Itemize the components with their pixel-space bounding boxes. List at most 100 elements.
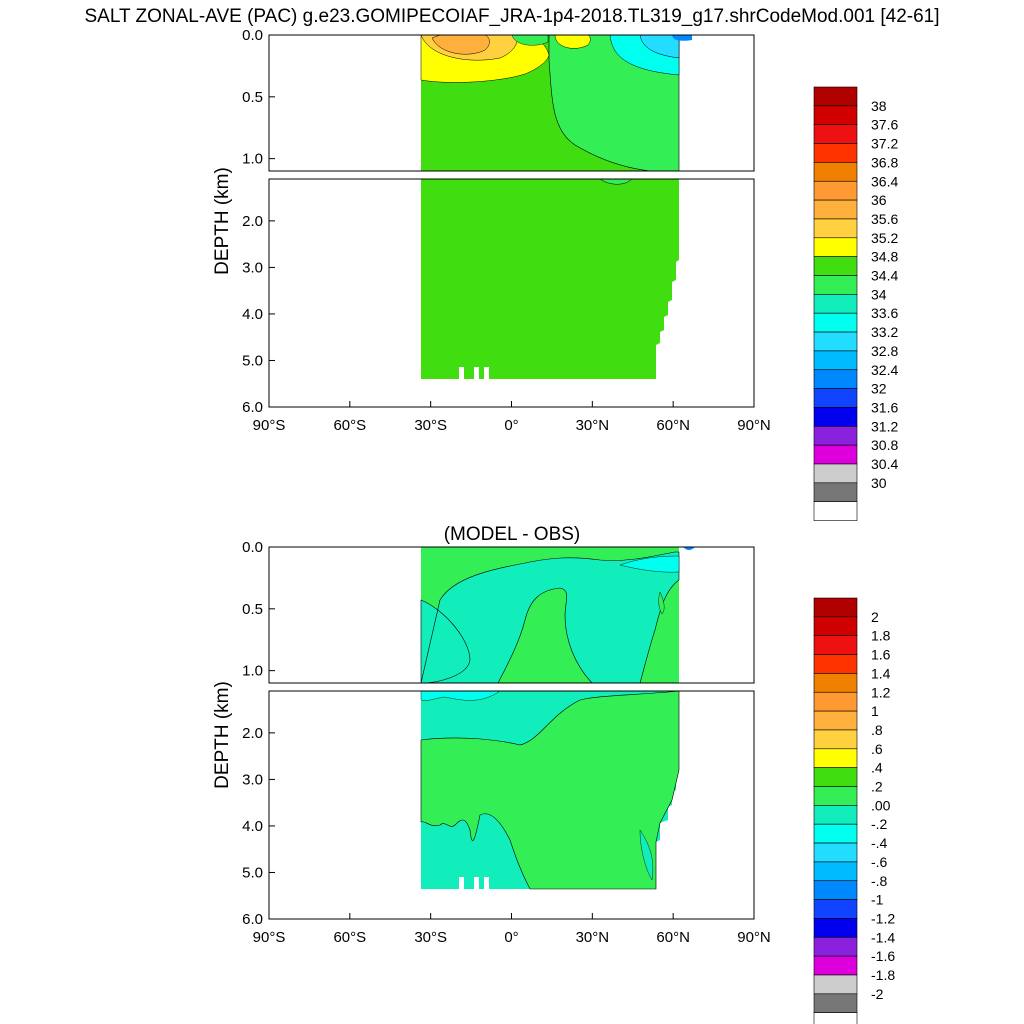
colorbar-label: 35.2 bbox=[871, 230, 898, 246]
difference-field-upper bbox=[420, 547, 695, 684]
colorbar-label: 31.2 bbox=[871, 418, 898, 434]
difference-colorbar: 21.81.61.41.21.8.6.4.2.00-.2-.4-.6-.8-1-… bbox=[813, 597, 895, 1024]
colorbar-swatch bbox=[813, 180, 858, 201]
x-tick-label: 60°N bbox=[656, 417, 690, 434]
colorbar-label: -1.8 bbox=[871, 967, 895, 983]
colorbar-label: .6 bbox=[871, 741, 883, 757]
colorbar-swatch bbox=[813, 767, 858, 787]
colorbar-label: -1 bbox=[871, 892, 884, 908]
salinity-field-lower bbox=[421, 178, 679, 379]
colorbar-swatch bbox=[813, 936, 858, 957]
y-tick-label: 2.0 bbox=[242, 213, 263, 230]
colorbar-label: -.6 bbox=[871, 854, 888, 870]
y-tick-label: 5.0 bbox=[242, 864, 263, 881]
y-tick-label: 3.0 bbox=[242, 259, 263, 276]
colorbar-label: 1.4 bbox=[871, 665, 891, 681]
colorbar-swatch bbox=[813, 918, 858, 938]
x-tick-label: 60°S bbox=[333, 929, 366, 946]
x-tick-label: 30°N bbox=[576, 929, 610, 946]
colorbar-swatch bbox=[813, 331, 858, 352]
colorbar-label: 30 bbox=[871, 475, 887, 491]
colorbar-swatch bbox=[813, 899, 858, 919]
colorbar-label: 1.6 bbox=[871, 647, 891, 663]
x-tick-label: 90°S bbox=[253, 929, 286, 946]
colorbar-swatch bbox=[813, 616, 858, 636]
colorbar-label: -.2 bbox=[871, 816, 888, 832]
y-tick-label: 4.0 bbox=[242, 306, 263, 323]
colorbar-swatch bbox=[813, 294, 858, 314]
colorbar-swatch bbox=[813, 955, 858, 976]
colorbar-swatch bbox=[813, 143, 858, 163]
colorbar-label: 37.2 bbox=[871, 136, 898, 152]
colorbar-swatch bbox=[813, 805, 858, 825]
figure-title: SALT ZONAL-AVE (PAC) g.e23.GOMIPECOIAF_J… bbox=[84, 6, 940, 27]
difference-field-lower bbox=[420, 690, 680, 890]
colorbar-swatch bbox=[813, 993, 858, 1013]
colorbar-label: -.8 bbox=[871, 873, 888, 889]
colorbar-label: 1.2 bbox=[871, 684, 891, 700]
y-tick-label: 1.0 bbox=[242, 663, 263, 680]
colorbar-swatch bbox=[813, 710, 858, 731]
colorbar-swatch bbox=[813, 105, 858, 125]
colorbar-label: 36 bbox=[871, 192, 887, 208]
colorbar-swatch bbox=[813, 218, 858, 239]
y-tick-label: 0.0 bbox=[242, 27, 263, 44]
colorbar-label: .4 bbox=[871, 760, 883, 776]
colorbar-label: 34 bbox=[871, 286, 887, 302]
colorbar-swatch bbox=[813, 974, 858, 995]
colorbar-label: 32.4 bbox=[871, 362, 898, 378]
colorbar-label: .8 bbox=[871, 722, 883, 738]
colorbar-swatch bbox=[813, 350, 858, 371]
y-tick-label: 5.0 bbox=[242, 352, 263, 369]
colorbar-label: 33.2 bbox=[871, 324, 898, 340]
y-tick-label: 4.0 bbox=[242, 818, 263, 835]
salinity-field-upper bbox=[420, 34, 692, 172]
y-tick-label: 0.0 bbox=[242, 539, 263, 556]
colorbar-label: 1 bbox=[871, 703, 879, 719]
colorbar-label: 37.6 bbox=[871, 117, 898, 133]
x-tick-label: 60°N bbox=[656, 929, 690, 946]
y-tick-label: 2.0 bbox=[242, 725, 263, 742]
y-tick-label: 0.5 bbox=[242, 89, 263, 106]
x-tick-label: 60°S bbox=[333, 417, 366, 434]
salinity-upper-frame bbox=[268, 34, 755, 172]
colorbar-swatch bbox=[813, 199, 858, 220]
colorbar-swatch bbox=[813, 256, 858, 276]
y-axis-label: DEPTH (km) bbox=[212, 681, 233, 789]
colorbar-label: 30.4 bbox=[871, 456, 898, 472]
colorbar-label: 32.8 bbox=[871, 343, 898, 359]
colorbar-label: .00 bbox=[871, 797, 891, 813]
colorbar-label: 32 bbox=[871, 381, 887, 397]
colorbar-label: 1.8 bbox=[871, 628, 891, 644]
colorbar-swatch bbox=[813, 501, 858, 521]
colorbar-swatch bbox=[813, 425, 858, 446]
colorbar-swatch bbox=[813, 880, 858, 900]
y-tick-label: 6.0 bbox=[242, 399, 263, 416]
colorbar-swatch bbox=[813, 748, 858, 768]
colorbar-swatch bbox=[813, 407, 858, 427]
x-tick-label: 30°S bbox=[414, 929, 447, 946]
colorbar-swatch bbox=[813, 369, 858, 389]
y-tick-label: 3.0 bbox=[242, 771, 263, 788]
colorbar-label: -.4 bbox=[871, 835, 888, 851]
panel-title: (MODEL - OBS) bbox=[444, 524, 581, 545]
y-tick-label: 0.5 bbox=[242, 601, 263, 618]
salinity-panel: 90°S 60°S 30°S 0° 30°N 60°N 90°N 0.0 0.5 1.0 2.0 3.… bbox=[212, 27, 898, 521]
colorbar-label: 2 bbox=[871, 609, 879, 625]
colorbar-swatch bbox=[813, 823, 858, 844]
y-axis-label: DEPTH (km) bbox=[212, 167, 233, 275]
colorbar-swatch bbox=[813, 388, 858, 408]
colorbar-swatch bbox=[813, 654, 858, 674]
colorbar-label: -2 bbox=[871, 986, 884, 1002]
colorbar-swatch bbox=[813, 237, 858, 257]
colorbar-swatch bbox=[813, 786, 858, 806]
colorbar-swatch bbox=[813, 729, 858, 750]
y-tick-label: 6.0 bbox=[242, 911, 263, 928]
colorbar-label: -1.2 bbox=[871, 910, 895, 926]
colorbar-label: 36.4 bbox=[871, 173, 898, 189]
colorbar-label: 34.4 bbox=[871, 268, 898, 284]
colorbar-label: 33.6 bbox=[871, 305, 898, 321]
colorbar-label: 35.6 bbox=[871, 211, 898, 227]
salinity-colorbar: 38 37.6 37.2 36.8 36.4 36 35.6 35.2 34.8 34.4 34 33… bbox=[813, 86, 898, 521]
